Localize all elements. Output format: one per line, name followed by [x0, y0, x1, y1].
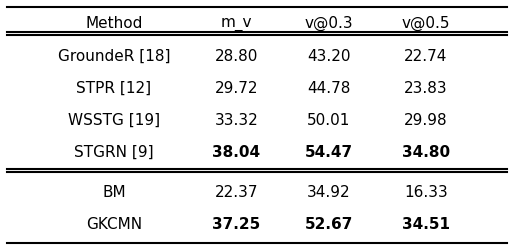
Text: 50.01: 50.01 [307, 113, 350, 128]
Text: 34.92: 34.92 [307, 185, 351, 200]
Text: 54.47: 54.47 [304, 145, 353, 160]
Text: m_v: m_v [221, 16, 252, 31]
Text: 52.67: 52.67 [304, 217, 353, 232]
Text: 34.51: 34.51 [402, 217, 450, 232]
Text: 38.04: 38.04 [212, 145, 261, 160]
Text: STGRN [9]: STGRN [9] [74, 145, 154, 160]
Text: 43.20: 43.20 [307, 49, 351, 64]
Text: 16.33: 16.33 [404, 185, 448, 200]
Text: STPR [12]: STPR [12] [76, 81, 152, 96]
Text: 29.72: 29.72 [215, 81, 259, 96]
Text: 22.74: 22.74 [404, 49, 447, 64]
Text: 34.80: 34.80 [401, 145, 450, 160]
Text: Method: Method [85, 16, 142, 31]
Text: BM: BM [102, 185, 125, 200]
Text: GroundeR [18]: GroundeR [18] [58, 49, 170, 64]
Text: 33.32: 33.32 [215, 113, 259, 128]
Text: v@0.3: v@0.3 [304, 16, 353, 31]
Text: 23.83: 23.83 [404, 81, 448, 96]
Text: 28.80: 28.80 [215, 49, 258, 64]
Text: 29.98: 29.98 [404, 113, 448, 128]
Text: 44.78: 44.78 [307, 81, 350, 96]
Text: v@0.5: v@0.5 [401, 16, 450, 31]
Text: 22.37: 22.37 [215, 185, 259, 200]
Text: WSSTG [19]: WSSTG [19] [68, 113, 160, 128]
Text: 37.25: 37.25 [212, 217, 261, 232]
Text: GKCMN: GKCMN [86, 217, 142, 232]
